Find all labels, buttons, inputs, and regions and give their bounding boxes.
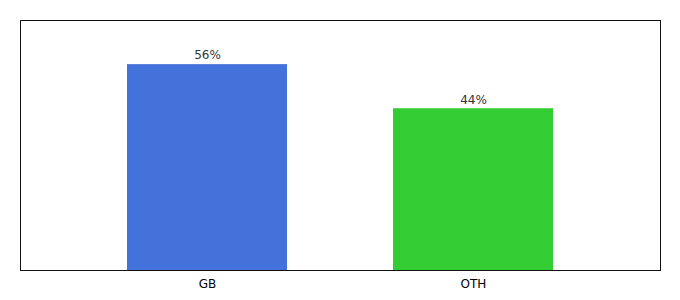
svg-text:OTH: OTH (461, 277, 487, 291)
svg-text:56%: 56% (194, 48, 221, 62)
svg-text:44%: 44% (460, 93, 487, 107)
svg-text:GB: GB (199, 277, 217, 291)
